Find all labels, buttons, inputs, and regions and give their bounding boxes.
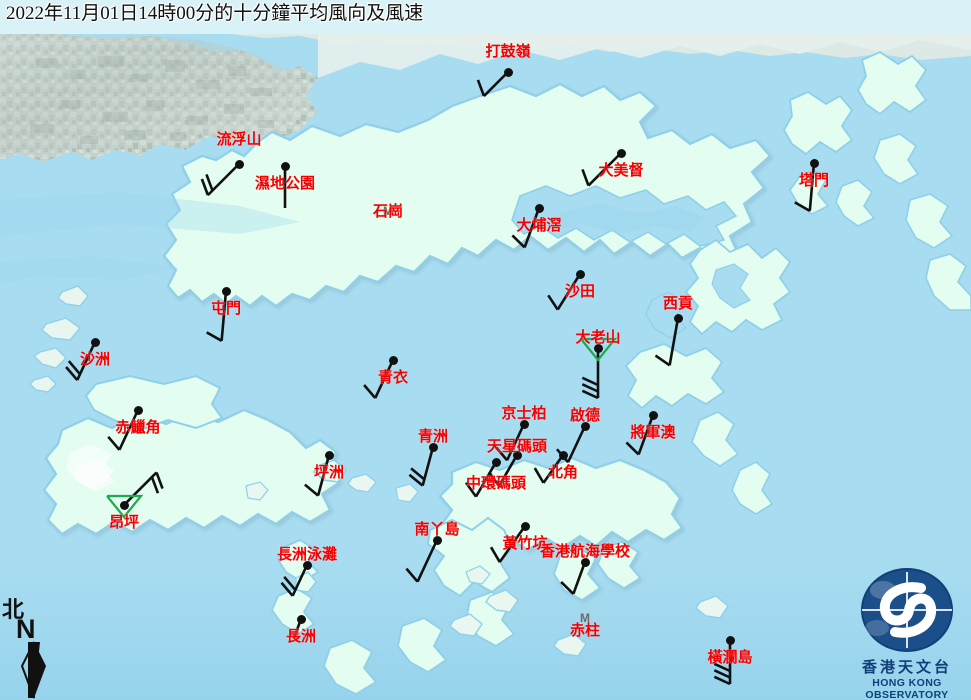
station-name-label: 黃竹坑 [502,536,548,552]
station-dot-icon [520,521,530,531]
sai-kung-peninsula [624,238,792,515]
hko-logo-cn: 香港天文台 [861,660,952,676]
station-name-label: 將軍澳 [630,425,676,441]
page-title: 2022年11月01日14時00分的十分鐘平均風向及風速 [6,3,424,24]
station-name-label: 昂坪 [108,515,140,531]
station-name-label: 大美督 [598,163,644,179]
station-dot-icon [512,450,522,460]
station-dot-icon [388,355,398,365]
station-name-label: 塔門 [798,173,830,189]
station-dot-icon [234,159,244,169]
station-name-label: 天星碼頭 [486,439,548,455]
station-name-label: 京士柏 [501,406,547,422]
station-dot-icon [90,337,100,347]
station-name-label: 青洲 [417,429,449,445]
station-dot-icon [324,450,334,460]
hko-emblem-icon [861,568,953,652]
hko-logo-en: HONG KONG OBSERVATORY [865,677,949,700]
station-dot-icon [119,500,129,510]
station-dot-icon [280,161,290,171]
compass-north-cn: 北 [2,597,25,622]
hko-logo: 香港天文台 HONG KONG OBSERVATORY [843,566,971,700]
station-dot-icon [558,450,568,460]
missing-data-marker: M [580,611,590,625]
station-dot-icon [673,313,683,323]
pennant-triangle-icon [580,337,618,362]
station-name-label: 大埔滘 [516,218,562,234]
nw-water-detail [0,192,300,284]
station-dot-icon [616,148,626,158]
station-dot-icon [519,419,529,429]
station-name-label: 長洲泳灘 [276,547,338,563]
station-dot-icon [428,442,438,452]
compass-needle-icon [20,641,46,699]
chek-lap-kok-island [84,374,224,432]
compass-north-en: N [16,614,36,644]
station-name-label: 赤柱 [569,623,601,639]
tolo-harbour-inlet [511,185,738,247]
station-dot-icon [133,405,143,415]
station-name-label: 濕地公園 [254,176,316,192]
station-dot-icon [491,457,501,467]
station-name-label: 打鼓嶺 [485,44,531,60]
sea-top-band [0,0,971,34]
station-dot-icon [809,158,819,168]
station-name-label: 啟德 [569,408,601,424]
station-name-label: 屯門 [210,301,242,317]
pennant-triangle-icon [106,494,144,519]
station-dot-icon [432,535,442,545]
station-dot-icon [503,67,513,77]
station-name-label: 青衣 [377,370,409,386]
station-name-label: 長洲 [285,629,317,645]
lantau-island [42,408,342,536]
station-dot-icon [580,557,590,567]
station-name-label: 橫瀾島 [707,650,753,666]
station-name-label: 沙田 [564,284,596,300]
station-dot-icon [575,269,585,279]
station-name-label: 南丫島 [414,522,460,538]
station-dot-icon [648,410,658,420]
station-name-label: 大老山 [575,330,621,346]
station-name-label: 西貢 [662,296,694,312]
station-dot-icon [725,635,735,645]
station-dot-icon [296,614,306,624]
station-name-label: 北角 [547,465,579,481]
station-name-label: 流浮山 [216,132,262,148]
station-name-label: 沙洲 [79,352,111,368]
station-dot-icon [580,421,590,431]
station-name-label: 香港航海學校 [539,544,631,560]
new-territories-landmass [162,82,772,308]
station-dot-icon [593,343,603,353]
station-name-label: 中環碼頭 [465,476,527,492]
northwest-islets [29,285,89,393]
missing-data-marker: M [383,204,393,218]
station-name-label: 坪洲 [313,465,345,481]
station-dot-icon [221,286,231,296]
station-dot-icon [302,560,312,570]
station-name-label: 石崗 [372,204,404,220]
station-name-label: 赤鱲角 [115,420,161,436]
northeast-islands [782,50,971,311]
mainland-china-landmass [0,34,971,162]
station-dot-icon [534,203,544,213]
compass-rose: 北 N [2,592,66,700]
southern-islands [323,565,729,696]
